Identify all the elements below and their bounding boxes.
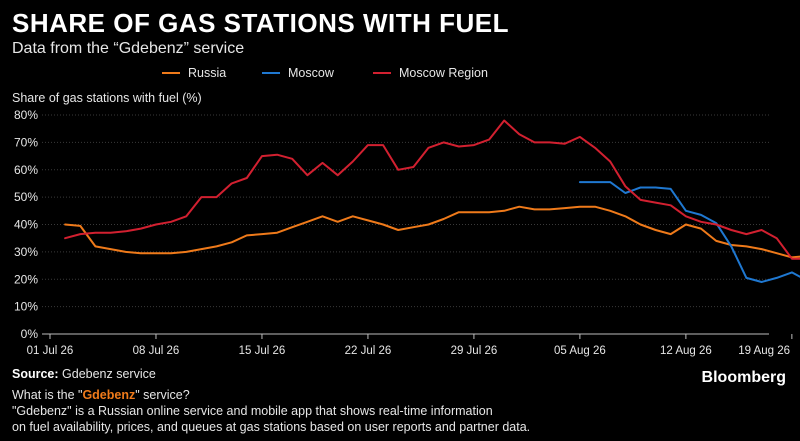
question-before: What is the " — [12, 388, 83, 402]
y-tick-label: 40% — [14, 218, 38, 232]
x-tick-label: 15 Jul 26 — [239, 345, 286, 357]
y-axis-label: Share of gas stations with fuel (%) — [12, 91, 202, 105]
y-tick-label: 10% — [14, 300, 38, 314]
description-line-2: on fuel availability, prices, and queues… — [12, 420, 531, 434]
legend-item-moscow: Moscow — [262, 66, 334, 80]
x-tick-label: 29 Jul 26 — [451, 345, 498, 357]
x-tick-label: 05 Aug 26 — [554, 345, 606, 357]
x-tick-label: 01 Jul 26 — [27, 345, 74, 357]
question-highlight: Gdebenz — [82, 388, 136, 402]
x-tick-label: 19 Aug 26 — [738, 345, 790, 357]
y-tick-label: 60% — [14, 163, 38, 177]
description-line-1: "Gdebenz" is a Russian online service an… — [12, 404, 493, 418]
bloomberg-logo: Bloomberg — [701, 369, 786, 386]
legend-label-russia: Russia — [188, 66, 227, 80]
series-line-russia — [64, 205, 800, 259]
legend-swatch-moscow-region — [373, 72, 391, 74]
chart-footer: Source: Gdebenz service What is the "Gde… — [12, 366, 530, 435]
y-tick-label: 30% — [14, 245, 38, 259]
legend-label-moscow: Moscow — [288, 66, 334, 80]
y-tick-label: 0% — [21, 327, 39, 341]
x-tick-label: 12 Aug 26 — [660, 345, 712, 357]
legend-item-moscow-region: Moscow Region — [373, 66, 488, 80]
y-tick-label: 20% — [14, 272, 38, 286]
chart-subtitle: Data from the “Gdebenz” service — [12, 40, 245, 57]
question-line: What is the "Gdebenz" service? — [12, 387, 530, 403]
legend-swatch-moscow — [262, 72, 280, 74]
source-line: Source: Gdebenz service — [12, 366, 530, 382]
legend-item-russia: Russia — [162, 66, 226, 80]
legend-label-moscow-region: Moscow Region — [399, 66, 488, 80]
y-tick-label: 70% — [14, 135, 38, 149]
legend-swatch-russia — [162, 72, 180, 74]
chart-title: SHARE OF GAS STATIONS WITH FUEL — [12, 8, 509, 38]
source-label: Source: — [12, 367, 59, 381]
x-tick-label: 22 Jul 26 — [345, 345, 392, 357]
source-text: Gdebenz service — [58, 367, 156, 381]
series-line-moscow-region — [64, 119, 800, 260]
chart-legend: Russia Moscow Moscow Region — [0, 66, 800, 86]
y-tick-label: 50% — [14, 190, 38, 204]
x-tick-label: 08 Jul 26 — [133, 345, 180, 357]
question-after: " service? — [135, 388, 190, 402]
y-tick-label: 80% — [14, 108, 38, 122]
series-line-moscow — [578, 181, 800, 283]
